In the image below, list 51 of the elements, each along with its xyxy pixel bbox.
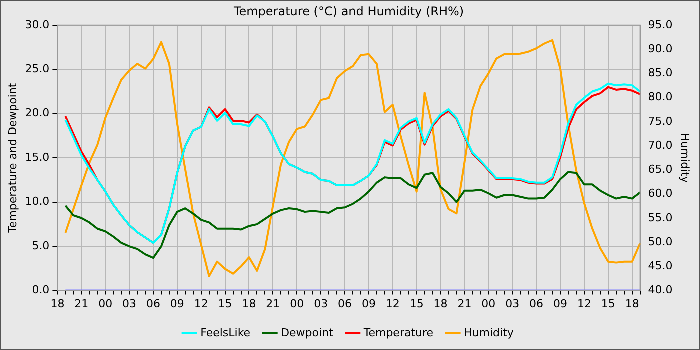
y2-tick-label: 60.0	[648, 187, 673, 200]
y2-tick-label: 95.0	[648, 18, 673, 32]
x-tick-label: 18	[50, 297, 65, 310]
x-tick-label: 18	[625, 297, 640, 310]
x-tick-label: 21	[74, 297, 89, 310]
x-tick-label: 00	[482, 297, 496, 310]
x-tick-label: 03	[506, 297, 520, 310]
x-tick-label: 09	[170, 297, 184, 310]
chart-title: Temperature (°C) and Humidity (RH%)	[232, 4, 464, 18]
x-tick-label: 09	[553, 297, 568, 310]
y-tick-label: 30.0	[25, 18, 50, 32]
x-tick-label: 12	[386, 297, 400, 310]
x-tick-label: 12	[577, 297, 592, 310]
y-tick-label: 10.0	[25, 195, 50, 208]
x-tick-label: 03	[314, 297, 328, 310]
x-tick-label: 21	[458, 297, 472, 310]
y-axis-title: Temperature and Dewpoint	[6, 82, 20, 234]
x-tick-label: 06	[530, 297, 544, 310]
x-tick-label: 15	[410, 297, 424, 310]
x-tick-label: 21	[266, 297, 280, 310]
x-tick-label: 00	[290, 297, 304, 310]
y2-tick-label: 85.0	[648, 66, 673, 80]
y2-tick-label: 40.0	[648, 284, 673, 297]
x-tick-label: 18	[242, 297, 256, 310]
y2-tick-label: 75.0	[648, 114, 673, 128]
y-tick-label: 5.0	[32, 239, 50, 252]
y2-axis-title: Humidity	[678, 133, 692, 184]
y-tick-label: 20.0	[25, 106, 50, 120]
y2-tick-label: 55.0	[648, 211, 673, 224]
legend-label: FeelsLike	[200, 326, 251, 340]
x-tick-label: 06	[146, 297, 160, 310]
y-tick-label: 15.0	[25, 150, 50, 164]
x-tick-label: 06	[338, 297, 352, 310]
x-tick-label: 09	[362, 297, 376, 310]
y2-tick-label: 90.0	[648, 42, 673, 56]
y-tick-label: 25.0	[25, 62, 50, 76]
x-tick-label: 03	[122, 297, 137, 310]
x-tick-label: 00	[98, 297, 113, 310]
x-tick-label: 15	[218, 297, 232, 310]
y2-tick-label: 45.0	[648, 260, 673, 273]
legend-label: Humidity	[464, 326, 514, 340]
y2-tick-label: 80.0	[648, 90, 673, 104]
legend-label: Temperature	[362, 326, 434, 340]
y2-tick-label: 65.0	[648, 163, 673, 176]
y2-tick-label: 70.0	[648, 138, 673, 152]
x-tick-label: 15	[601, 297, 616, 310]
x-tick-label: 18	[434, 297, 448, 310]
legend-label: Dewpoint	[281, 326, 334, 340]
x-tick-label: 12	[194, 297, 208, 310]
y-tick-label: 0.0	[32, 284, 50, 297]
y2-tick-label: 50.0	[648, 235, 673, 248]
